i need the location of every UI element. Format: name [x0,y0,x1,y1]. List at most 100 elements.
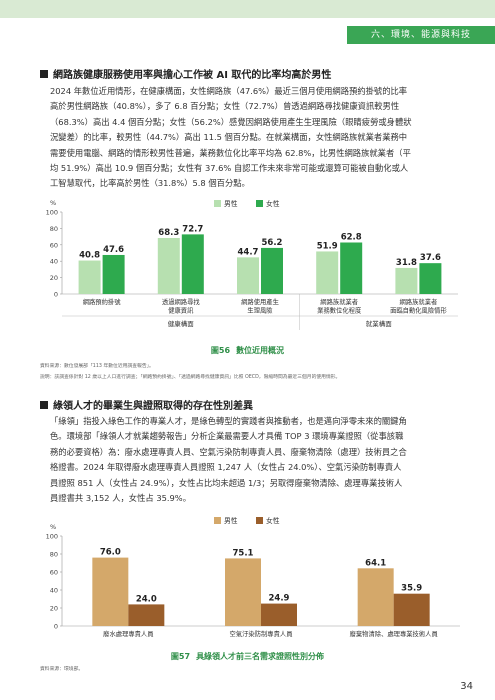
data-label: 35.9 [401,584,422,594]
data-label: 72.7 [182,224,203,234]
section2-title: 綠領人才的畢業生與證照取得的存在性別差異 [40,397,253,412]
bar-1-0 [128,604,165,626]
bar-1-1 [261,603,297,626]
bar-1-3 [340,242,363,294]
figure56-source: 資料來源：數位發展部「113 年數位近用調查報告」。 [40,364,154,369]
data-label: 47.6 [103,245,124,255]
y-tick-label: 60 [50,241,58,249]
data-label: 37.6 [420,253,441,263]
y-tick-label: 0 [54,291,58,299]
y-unit-label: % [50,523,56,531]
y-tick-label: 40 [50,587,58,595]
y-tick-label: 100 [46,533,58,541]
category-label: 面臨自動化風險情形 [390,306,447,315]
figure56-note: 說明：該調查係針對 12 歲以上人口進行調查；「網路預約掛號」、「透過網路尋找健… [40,375,341,380]
bar-1-2 [261,247,283,294]
category-label: 網路預約掛號 [83,297,121,306]
y-tick-label: 60 [50,569,58,577]
data-label: 24.0 [136,594,157,604]
bar-0-3 [316,251,339,294]
square-bullet-icon [40,70,48,78]
legend-swatch-0 [214,517,221,524]
y-tick-label: 20 [50,605,58,613]
group-label: 健康構面 [168,319,195,328]
figure56-chart: % 0 20 40 60 80 100 男性 女性 40.847.6 網路預約掛號 68.3 72.7 透… [46,199,458,330]
paragraph-line: 2024 年數位近用情形，在健康構面，女性網路族（47.6%）最近三個月使用網路… [50,86,408,96]
y-tick-label: 80 [50,551,58,559]
category-label: 廢棄物清除、處理專業技術人員 [350,629,439,638]
category-label: 生理風險 [247,306,273,315]
paragraph-line: 高於男性網路族（40.8%），多了 6.8 百分點；女性（72.7%）曾透過網路… [50,101,400,112]
bar-1-4 [419,263,442,294]
page-number: 34 [460,681,473,692]
category-label: 健康資訊 [168,306,194,315]
figure56-title: 數位近用概況 [236,346,285,355]
data-label: 75.1 [233,548,254,558]
bar-0-2 [237,257,259,294]
data-label: 62.8 [341,233,362,243]
bar-0-0 [78,260,101,294]
paragraph-line: 格證書。2024 年取得廢水處理專責人員證照 1,247 人（女性占 24.0%… [50,462,402,473]
category-label: 空氣汙染防制專責人員 [230,629,294,638]
paragraph-line: 務的必要資格）為：廢水處理專責人員、空氣污染防制專責人員、廢棄物清除（處理）技術… [50,446,407,457]
bar-0-4 [395,267,418,294]
category-label: 網路使用產生 [241,297,279,306]
bar-1-0 [102,254,125,294]
paragraph-line: 需要使用電腦、網路的情形較男性普遍，業務數位化比率平均為 62.8%，比男性網路… [50,147,411,158]
paragraph-line: 色。環境部「綠領人才就業趨勢報告」分析企業最需要人才具備 TOP 3 環境專業證… [50,431,404,442]
data-label: 31.8 [396,258,417,268]
group-label: 就業構面 [366,319,393,328]
figure56-number: 圖56 [210,346,231,355]
data-label: 51.9 [317,241,338,251]
bar-0-1 [225,558,261,626]
y-tick-label: 80 [50,225,58,233]
section1-title-text: 網路族健康服務使用率與擔心工作被 AI 取代的比率均高於男性 [53,70,332,81]
section1-paragraph: 2024 年數位近用情形，在健康構面，女性網路族（47.6%）最近三個月使用網路… [50,84,470,192]
paragraph-line: 況變差）的比率，較男性（44.7%）高出 11.5 個百分點。在就業構面，女性網… [50,132,408,143]
data-label: 40.8 [79,251,100,261]
figure57-number: 圖57 [170,652,191,661]
y-tick-label: 40 [50,258,58,266]
section2-title-text: 綠領人才的畢業生與證照取得的存在性別差異 [53,401,253,412]
legend-swatch-1 [256,517,263,524]
data-label: 56.2 [262,238,283,248]
figure57-source: 資料來源：環境部。 [40,667,84,672]
section1-title: 網路族健康服務使用率與擔心工作被 AI 取代的比率均高於男性 [40,66,331,81]
paragraph-line: 員證照 851 人（女性占 24.9%），女性占比均未超過 1/3；另取得廢棄物… [50,477,403,488]
square-bullet-icon [40,401,48,409]
legend-swatch-1 [256,200,263,207]
paragraph-line: 均 51.9%）高出 10.9 個百分點；女性有 37.6% 自認工作未來非常可… [50,163,409,174]
figure56-caption: 圖56 數位近用概況 [0,345,495,356]
paragraph-line: 員證書共 3,152 人，女性占 35.9%。 [50,493,191,504]
category-label: 業務數位化程度 [317,306,362,315]
data-label: 64.1 [365,558,386,568]
bar-0-2 [357,568,394,626]
bar-0-1 [157,237,180,294]
section2-paragraph: 「綠領」指投入綠色工作的專業人才，是綠色轉型的實踐者與推動者，也是邁向淨零未來的… [50,414,470,506]
paragraph-line: 工智慧取代，比率高於男性（31.8%）5.8 個百分點。 [50,178,250,189]
paragraph-line: 「綠領」指投入綠色工作的專業人才，是綠色轉型的實踐者與推動者，也是邁向淨零未來的… [50,416,407,426]
figure57-chart: % 0 20 40 60 80 100 男性 女性 76.0 24.0 廢水處理專責人員 75.1 24.… [46,516,460,638]
legend-label-0: 男性 [224,199,238,208]
bar-1-1 [181,234,204,294]
y-tick-label: 100 [46,209,58,217]
y-tick-label: 20 [50,274,58,282]
chapter-tab: 六、環境、能源與科技 [347,26,495,44]
data-label: 76.0 [100,548,121,558]
figure57-title: 具綠領人才前三名需求證照性別分佈 [196,652,325,661]
paragraph-line: （68.3%）高出 4.4 個百分點；女性（56.2%）感覺因網路使用產生生理風… [50,116,412,127]
data-label: 24.9 [269,594,290,604]
legend-label-1: 女性 [266,199,280,208]
category-label: 廢水處理專責人員 [103,629,154,638]
category-label: 透過網路尋找 [162,297,200,306]
y-unit-label: % [50,199,56,207]
category-label: 網路族就業者 [400,297,438,306]
data-label: 68.3 [158,228,179,238]
category-label: 網路族就業者 [320,297,358,306]
legend-label-0: 男性 [224,516,238,525]
data-label: 44.7 [238,247,259,257]
figure57-caption: 圖57 具綠領人才前三名需求證照性別分佈 [0,651,495,662]
bar-0-0 [92,557,129,626]
legend-swatch-0 [214,200,221,207]
y-tick-label: 0 [54,623,58,631]
